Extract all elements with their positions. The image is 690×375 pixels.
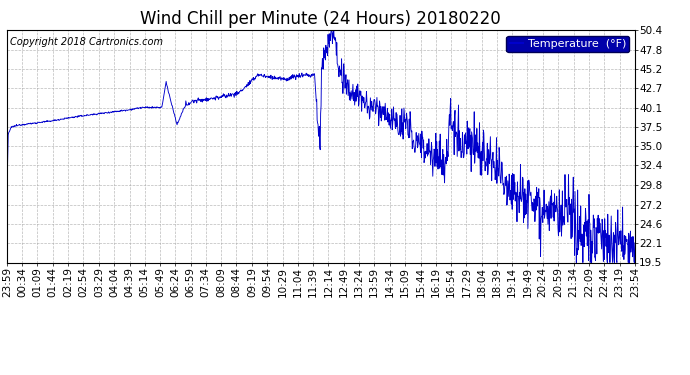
Legend: Temperature  (°F): Temperature (°F)	[506, 36, 629, 52]
Text: Copyright 2018 Cartronics.com: Copyright 2018 Cartronics.com	[10, 37, 163, 47]
Title: Wind Chill per Minute (24 Hours) 20180220: Wind Chill per Minute (24 Hours) 2018022…	[141, 10, 501, 28]
